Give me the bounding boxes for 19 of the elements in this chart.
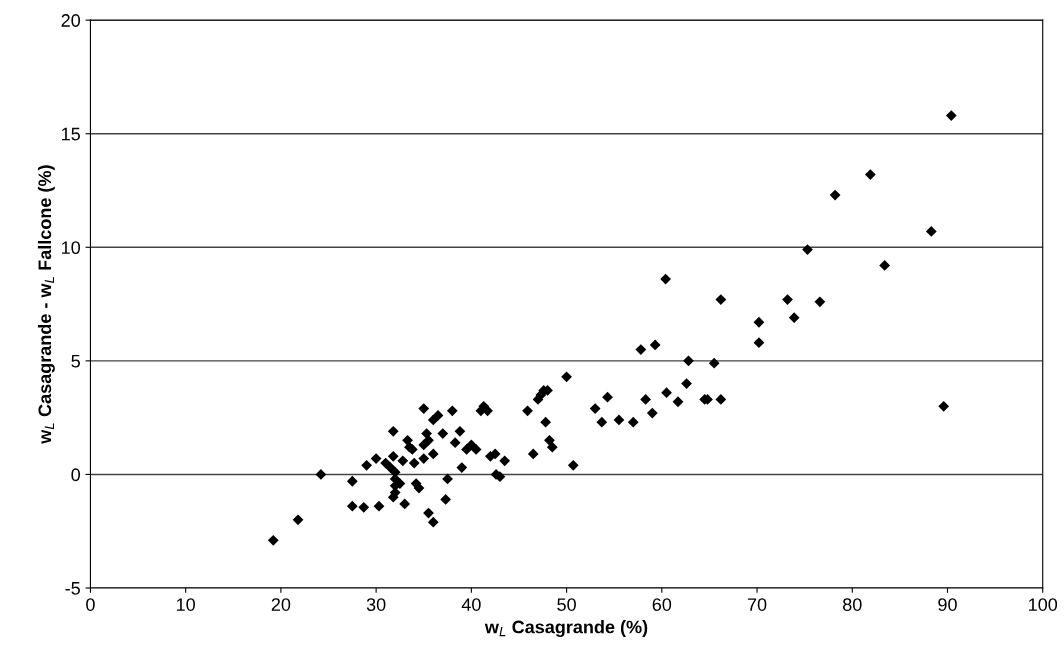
x-tick-label: 20: [271, 598, 291, 611]
x-tick-label: 90: [938, 598, 957, 611]
x-axis-title: w$_{L}$ Casagrande (%): [484, 620, 648, 638]
y-tick-label: 15: [62, 127, 80, 141]
y-tick-label: -5: [65, 582, 80, 595]
y-tick-label: 20: [61, 14, 81, 27]
x-tick-label: 100: [1029, 598, 1058, 611]
x-tick-label: 30: [366, 598, 386, 611]
y-axis-title: w$_{L}$ Casagrande - w$_{L}$ Fallcone (%): [37, 165, 55, 444]
y-tick-label: 10: [62, 241, 81, 255]
x-tick-label: 40: [461, 598, 481, 611]
y-tick-label: 5: [71, 354, 80, 368]
y-tick-label: 0: [71, 468, 81, 482]
x-tick-label: 70: [747, 598, 767, 611]
x-tick-label: 80: [843, 598, 862, 611]
x-tick-label: 60: [652, 598, 672, 611]
x-tick-label: 50: [557, 598, 576, 611]
x-tick-label: 0: [86, 598, 95, 611]
x-tick-label: 10: [177, 598, 195, 611]
